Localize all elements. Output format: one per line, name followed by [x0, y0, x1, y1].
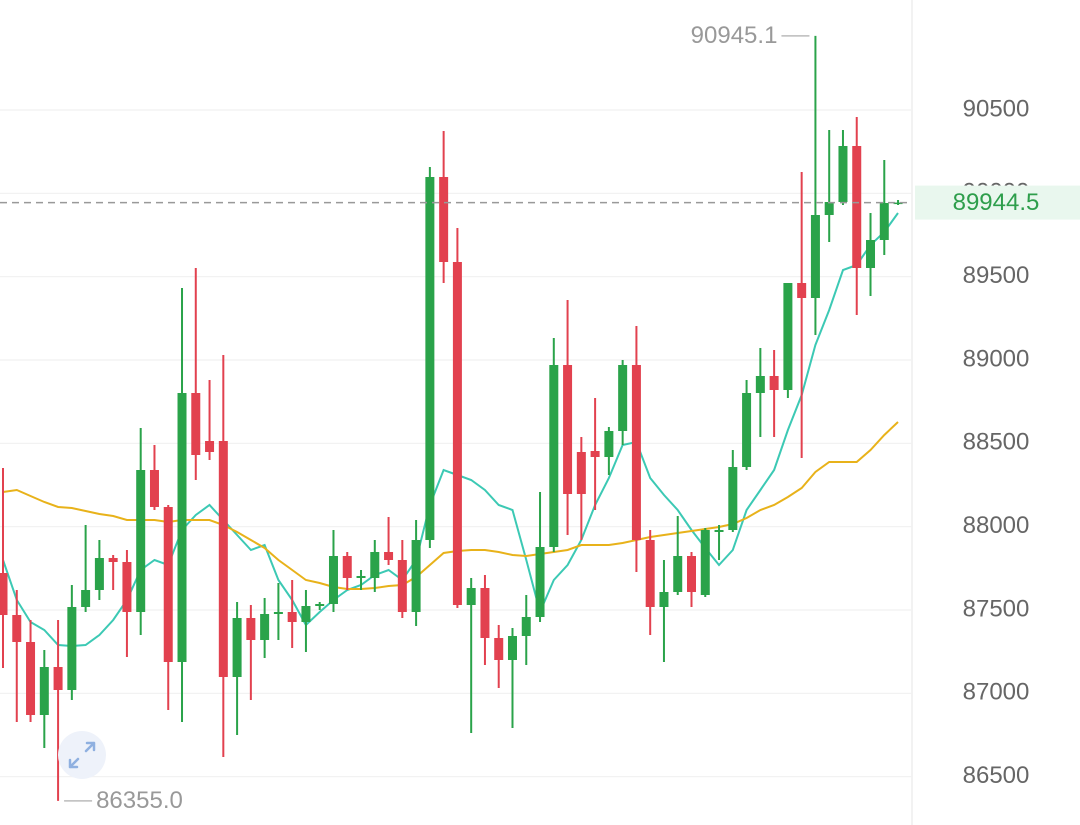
candle-body [232, 618, 242, 677]
candle-body [287, 612, 297, 622]
candle-body [631, 365, 641, 540]
candle-body [191, 393, 201, 455]
candle-body [590, 451, 600, 457]
candle-body [618, 365, 628, 431]
candle-body [0, 573, 8, 615]
candle-body [81, 590, 91, 607]
candle-body [824, 202, 834, 215]
y-tick-label: 87000 [963, 679, 1030, 706]
candle-body [12, 615, 22, 642]
candle-body [755, 376, 765, 393]
candle-body [53, 667, 63, 690]
low-annotation: 86355.0 [96, 787, 183, 814]
candle-body [397, 560, 407, 612]
candle-body [136, 470, 146, 612]
y-tick-label: 87500 [963, 595, 1030, 622]
high-annotation: 90945.1 [691, 22, 778, 49]
candle-body [439, 177, 449, 262]
candle-body [356, 576, 366, 578]
candle-body [549, 365, 559, 547]
candle-body [659, 592, 669, 607]
y-tick-label: 90500 [963, 95, 1030, 122]
expand-icon[interactable] [58, 731, 106, 779]
candle-body [342, 556, 352, 578]
candle-body [452, 262, 462, 605]
candle-body [384, 552, 394, 560]
candle-body [218, 441, 228, 677]
candle-body [769, 376, 779, 390]
candle-body [205, 441, 215, 452]
candle-body [507, 636, 517, 660]
candle-body [810, 215, 820, 298]
candle-body [122, 562, 132, 612]
candle-body [714, 530, 724, 532]
candle-body [246, 618, 256, 640]
last-price-label: 89944.5 [953, 189, 1040, 216]
candle-body [645, 540, 655, 607]
y-tick-label: 86500 [963, 762, 1030, 789]
candle-body [783, 283, 793, 390]
candle-body [494, 638, 504, 660]
y-tick-label: 88500 [963, 429, 1030, 456]
candle-body [177, 393, 187, 662]
candle-body [260, 614, 270, 640]
moving-average-line [2, 421, 899, 590]
candle-body [576, 452, 586, 494]
candle-body [26, 642, 36, 715]
y-tick-label: 89500 [963, 262, 1030, 289]
candle-body [67, 607, 77, 690]
candle-body [838, 146, 848, 202]
candle-body [700, 530, 710, 595]
candle-body [480, 588, 490, 638]
candle-body [108, 558, 118, 562]
candle-body [604, 431, 614, 457]
y-tick-label: 89000 [963, 345, 1030, 372]
candle-body [39, 667, 49, 715]
candle-body [466, 588, 476, 605]
candle-body [273, 612, 283, 614]
candle-body [866, 240, 876, 268]
candle-body [370, 552, 380, 578]
candle-body [163, 507, 173, 662]
candle-body [521, 617, 531, 636]
candle-body [728, 467, 738, 530]
moving-average-line [2, 212, 899, 648]
candle-body [742, 393, 752, 467]
candle-body [94, 558, 104, 590]
candle-body [563, 365, 573, 494]
candle-body [149, 470, 159, 507]
candle-body [411, 540, 421, 612]
candle-body [852, 146, 862, 268]
candle-body [797, 283, 807, 298]
last-price-box [915, 185, 1080, 220]
candle-body [893, 202, 903, 205]
candle-body [425, 177, 435, 540]
candle-body [328, 556, 338, 604]
candle-body [879, 203, 889, 240]
candle-body [535, 547, 545, 617]
candle-body [301, 606, 311, 622]
candle-body [673, 556, 683, 592]
candle-body [315, 604, 325, 606]
y-tick-label: 88000 [963, 512, 1030, 539]
candle-body [687, 556, 696, 592]
